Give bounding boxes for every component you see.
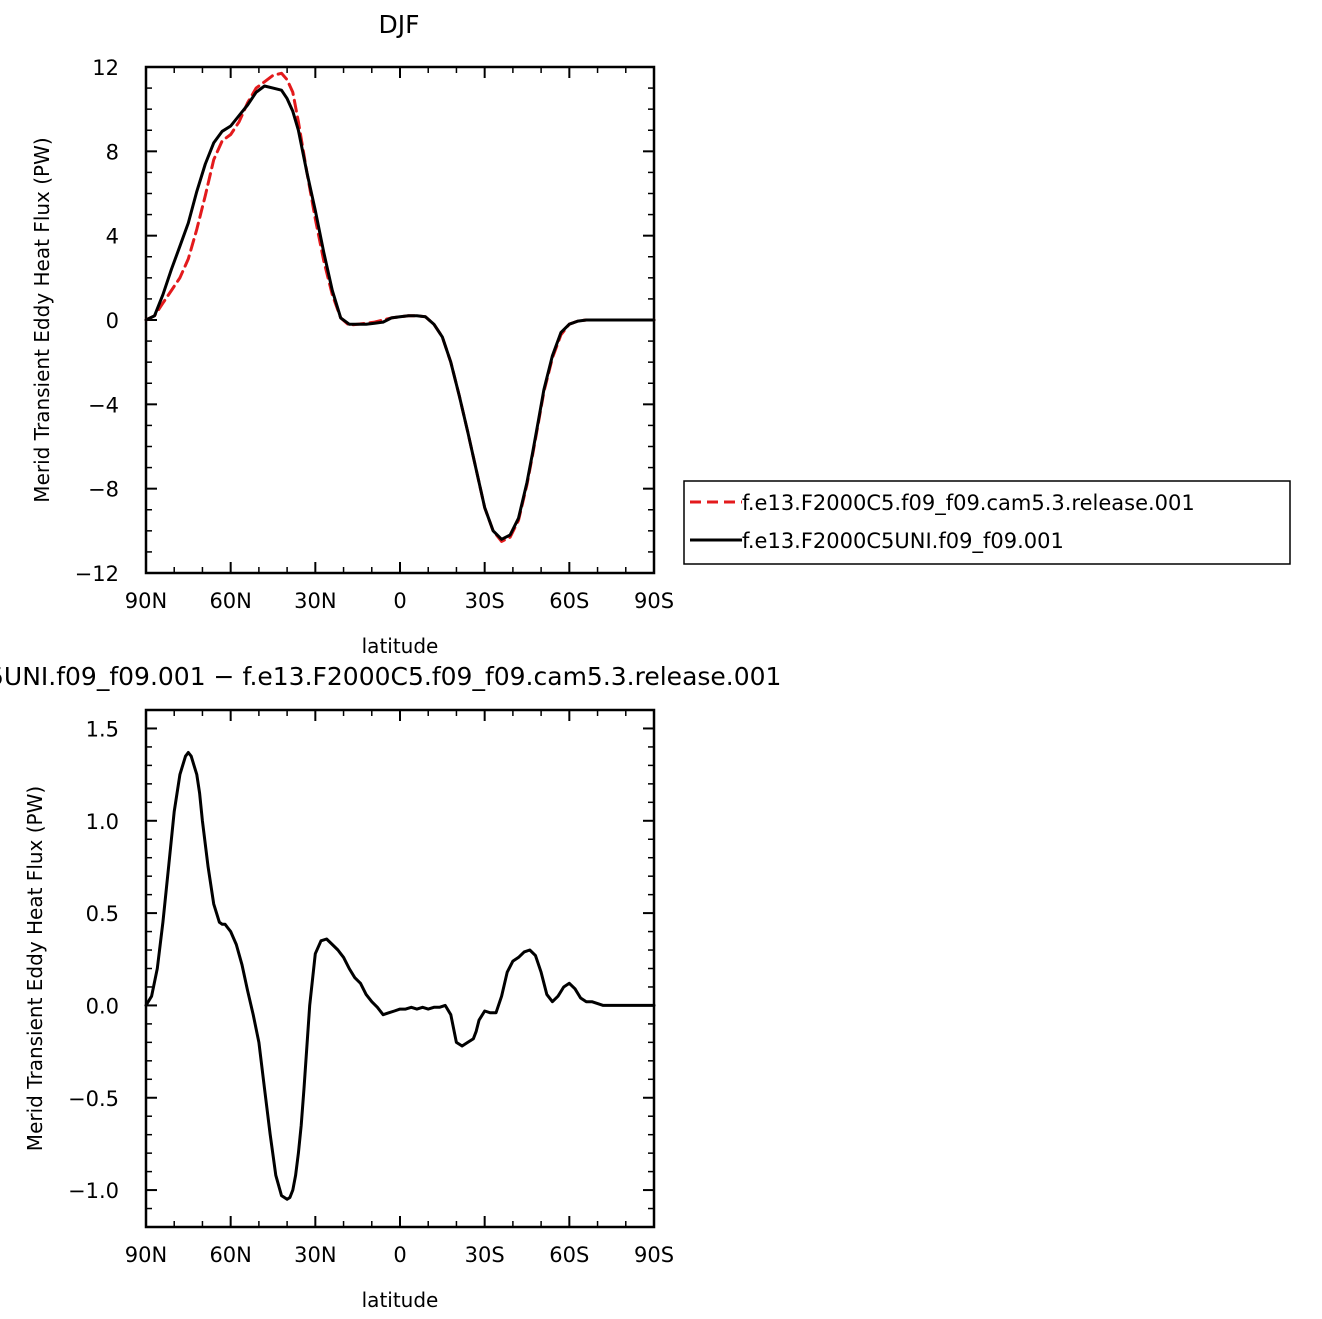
legend-entry-label: f.e13.F2000C5UNI.f09_f09.001	[742, 529, 1064, 554]
y-tick-label: 4	[106, 225, 119, 249]
y-tick-label: 12	[92, 56, 119, 80]
y-tick-label: −8	[88, 478, 119, 502]
x-axis-label: latitude	[362, 634, 439, 658]
series-line-solid	[144, 751, 656, 1201]
x-tick-label: 30S	[465, 1243, 505, 1267]
x-tick-label: 60S	[549, 589, 589, 613]
x-tick-label: 0	[393, 1243, 406, 1267]
plot-frame	[144, 708, 656, 1229]
series-line-solid	[144, 84, 656, 541]
chart-title: 5UNI.f09_f09.001 − f.e13.F2000C5.f09_f09…	[0, 662, 781, 691]
x-tick-label: 0	[393, 589, 406, 613]
y-tick-label: −1.0	[68, 1179, 119, 1203]
y-tick-label: 0.0	[86, 994, 119, 1018]
x-tick-label: 60N	[209, 589, 251, 613]
y-tick-label: −4	[88, 393, 119, 417]
y-tick-label: −0.5	[68, 1087, 119, 1111]
x-tick-label: 60N	[209, 1243, 251, 1267]
y-axis-label: Merid Transient Eddy Heat Flux (PW)	[30, 137, 54, 502]
x-tick-label: 30S	[465, 589, 505, 613]
y-tick-label: 0	[106, 309, 119, 333]
x-axis-label: latitude	[362, 1288, 439, 1312]
y-tick-label: 1.5	[86, 717, 119, 741]
x-tick-label: 90S	[634, 589, 674, 613]
y-tick-label: 0.5	[86, 902, 119, 926]
y-tick-label: 1.0	[86, 810, 119, 834]
legend-entry-label: f.e13.F2000C5.f09_f09.cam5.3.release.001	[742, 491, 1195, 516]
series-line-dashed	[144, 71, 656, 543]
y-tick-label: 8	[106, 140, 119, 164]
x-tick-label: 90N	[125, 1243, 167, 1267]
x-tick-label: 90N	[125, 589, 167, 613]
x-tick-label: 90S	[634, 1243, 674, 1267]
y-tick-label: −12	[75, 562, 119, 586]
x-tick-label: 30N	[294, 1243, 336, 1267]
legend-box	[683, 480, 1291, 565]
x-tick-label: 60S	[549, 1243, 589, 1267]
chart-title: DJF	[378, 10, 419, 39]
y-axis-label: Merid Transient Eddy Heat Flux (PW)	[23, 786, 47, 1151]
x-tick-label: 30N	[294, 589, 336, 613]
